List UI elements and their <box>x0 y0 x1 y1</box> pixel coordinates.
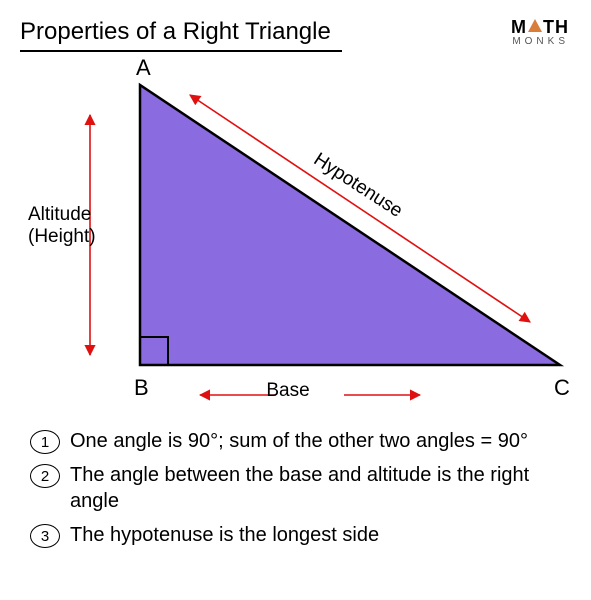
vertex-label-a: A <box>136 55 151 80</box>
property-text: The hypotenuse is the longest side <box>70 522 379 548</box>
property-number: 1 <box>30 430 60 454</box>
property-number: 2 <box>30 464 60 488</box>
altitude-label: (Height) <box>28 226 96 247</box>
property-item: 1 One angle is 90°; sum of the other two … <box>30 428 561 454</box>
property-item: 3 The hypotenuse is the longest side <box>30 522 561 548</box>
altitude-label: Altitude <box>28 204 91 225</box>
triangle-shape <box>140 85 560 365</box>
logo-triangle-icon <box>527 18 543 33</box>
title-underline <box>20 50 342 52</box>
brand-logo-sub: MONKS <box>511 37 569 47</box>
triangle-diagram: ABCAltitude(Height)BaseHypotenuse <box>0 55 591 425</box>
property-text: The angle between the base and altitude … <box>70 462 561 514</box>
vertex-label-b: B <box>134 375 149 400</box>
properties-list: 1 One angle is 90°; sum of the other two … <box>30 428 561 556</box>
brand-logo: MTH MONKS <box>511 18 569 47</box>
property-item: 2 The angle between the base and altitude… <box>30 462 561 514</box>
vertex-label-c: C <box>554 375 570 400</box>
property-number: 3 <box>30 524 60 548</box>
page-title: Properties of a Right Triangle <box>20 18 331 50</box>
base-label: Base <box>266 380 309 401</box>
property-text: One angle is 90°; sum of the other two a… <box>70 428 528 454</box>
